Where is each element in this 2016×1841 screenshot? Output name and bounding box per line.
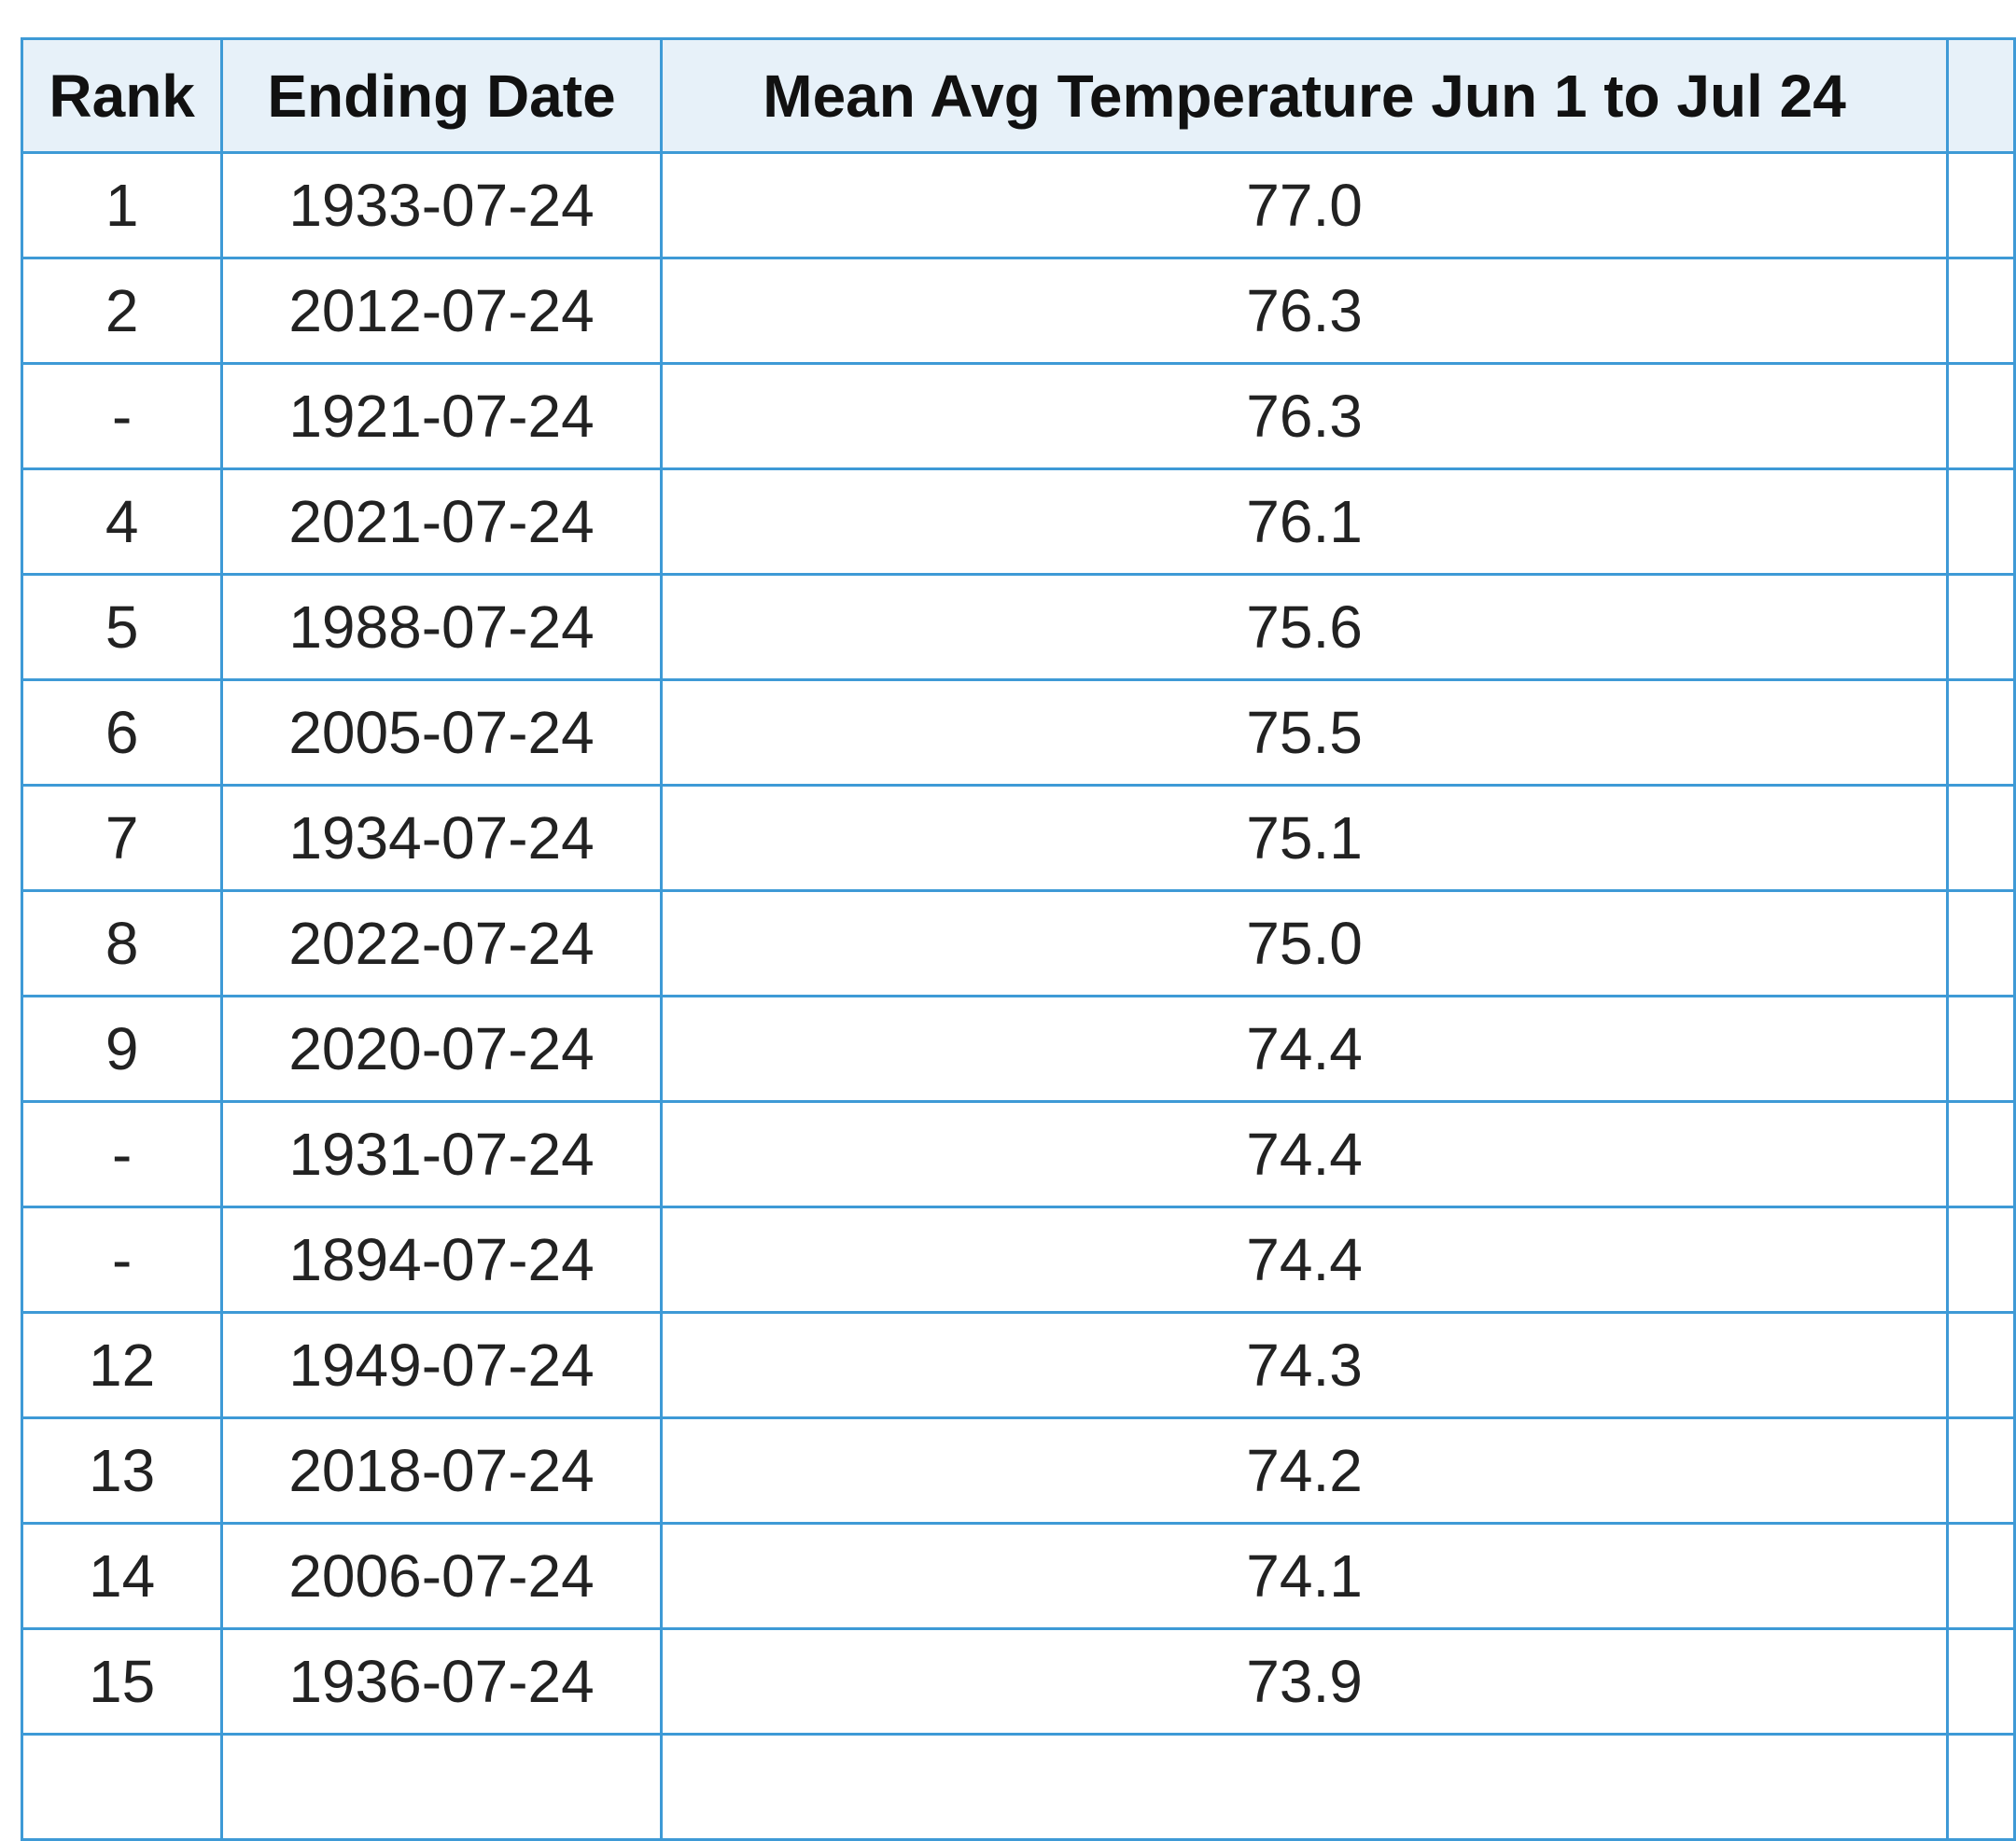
cut-cell: [1946, 1100, 2016, 1208]
cut-cell: [1946, 151, 2016, 259]
table-row: -1921-07-24 76.3: [20, 362, 2016, 470]
temperature-cell: 74.1: [659, 1522, 1950, 1630]
cut-cell: [1946, 1733, 2016, 1841]
temperature-cell: 74.4: [659, 1206, 1950, 1314]
date-cell: 1894-07-24: [220, 1206, 663, 1314]
rankings-table: Rank Ending Date Mean Avg Temperature Jun …: [20, 37, 2016, 1841]
table-row: 5 1988-07-24 75.6: [20, 573, 2016, 681]
table-row: -1931-07-24 74.4: [20, 1100, 2016, 1208]
header-cell: Ending Date: [220, 37, 663, 154]
rank-cell: 13: [20, 1416, 224, 1525]
rank-cell: -: [20, 1100, 224, 1208]
table-row: 4 2021-07-24 76.1: [20, 467, 2016, 576]
date-cell: 1949-07-24: [220, 1311, 663, 1419]
date-cell: 2018-07-24: [220, 1416, 663, 1525]
table-row: 2 2012-07-24 76.3: [20, 257, 2016, 365]
rank-cell: 5: [20, 573, 224, 681]
header-row: Rank Ending Date Mean Avg Temperature Jun …: [20, 37, 2016, 154]
cut-cell: [1946, 1206, 2016, 1314]
temperature-cell: 76.3: [659, 362, 1950, 470]
table-body: 1 1933-07-24 77.0 2 2012-07-24 76.3-1921-07-2…: [20, 151, 2016, 1841]
table-row: -1894-07-24 74.4: [20, 1206, 2016, 1314]
rank-cell: 12: [20, 1311, 224, 1419]
rank-cell: -: [20, 362, 224, 470]
cut-cell: [1946, 1416, 2016, 1525]
cut-cell: [1946, 678, 2016, 787]
temperature-cell: 75.1: [659, 784, 1950, 892]
rank-cell: 8: [20, 889, 224, 997]
rank-cell: 7: [20, 784, 224, 892]
table-row: 14 2006-07-24 74.1: [20, 1522, 2016, 1630]
temperature-cell: 74.4: [659, 995, 1950, 1103]
date-cell: 1931-07-24: [220, 1100, 663, 1208]
table-row: 13 2018-07-24 74.2: [20, 1416, 2016, 1525]
table-row: 15 1936-07-24 73.9: [20, 1627, 2016, 1736]
temperature-cell: 73.9: [659, 1627, 1950, 1736]
cut-cell: [20, 1733, 224, 1841]
date-cell: 2006-07-24: [220, 1522, 663, 1630]
cut-cell: [1946, 467, 2016, 576]
cut-cell: [1946, 995, 2016, 1103]
table-row: 12 1949-07-24 74.3: [20, 1311, 2016, 1419]
date-cell: 1921-07-24: [220, 362, 663, 470]
header-cell-cut: [1946, 37, 2016, 154]
date-cell: 2005-07-24: [220, 678, 663, 787]
cut-cell: [1946, 1522, 2016, 1630]
page: Rank Ending Date Mean Avg Temperature Jun …: [20, 37, 2016, 1841]
temperature-cell: 76.3: [659, 257, 1950, 365]
temperature-cell: 77.0: [659, 151, 1950, 259]
table-row: 8 2022-07-24 75.0: [20, 889, 2016, 997]
table-row: 9 2020-07-24 74.4: [20, 995, 2016, 1103]
table-row: 7 1934-07-24 75.1: [20, 784, 2016, 892]
rank-cell: 1: [20, 151, 224, 259]
rank-cell: -: [20, 1206, 224, 1314]
temperature-cell: 74.2: [659, 1416, 1950, 1525]
date-cell: 2021-07-24: [220, 467, 663, 576]
rank-cell: 6: [20, 678, 224, 787]
temperature-cell: 75.0: [659, 889, 1950, 997]
temperature-cell: 75.5: [659, 678, 1950, 787]
date-cell: 2012-07-24: [220, 257, 663, 365]
table-row: 1 1933-07-24 77.0: [20, 151, 2016, 259]
table-row: 6 2005-07-24 75.5: [20, 678, 2016, 787]
date-cell: 1936-07-24: [220, 1627, 663, 1736]
rank-cell: 4: [20, 467, 224, 576]
header-cell: Mean Avg Temperature Jun 1 to Jul 24: [659, 37, 1950, 154]
date-cell: 1934-07-24: [220, 784, 663, 892]
cut-cell: [1946, 1627, 2016, 1736]
cut-cell: [220, 1733, 663, 1841]
temperature-cell: 76.1: [659, 467, 1950, 576]
temperature-cell: 74.4: [659, 1100, 1950, 1208]
date-cell: 1988-07-24: [220, 573, 663, 681]
header-cell: Rank: [20, 37, 224, 154]
temperature-cell: 74.3: [659, 1311, 1950, 1419]
temperature-cell: 75.6: [659, 573, 1950, 681]
date-cell: 1933-07-24: [220, 151, 663, 259]
table-row-cut: [20, 1733, 2016, 1841]
cut-cell: [1946, 573, 2016, 681]
cut-cell: [1946, 362, 2016, 470]
rank-cell: 14: [20, 1522, 224, 1630]
date-cell: 2020-07-24: [220, 995, 663, 1103]
rank-cell: 15: [20, 1627, 224, 1736]
rank-cell: 2: [20, 257, 224, 365]
cut-cell: [1946, 889, 2016, 997]
cut-cell: [659, 1733, 1950, 1841]
cut-cell: [1946, 257, 2016, 365]
cut-cell: [1946, 784, 2016, 892]
date-cell: 2022-07-24: [220, 889, 663, 997]
cut-cell: [1946, 1311, 2016, 1419]
rank-cell: 9: [20, 995, 224, 1103]
